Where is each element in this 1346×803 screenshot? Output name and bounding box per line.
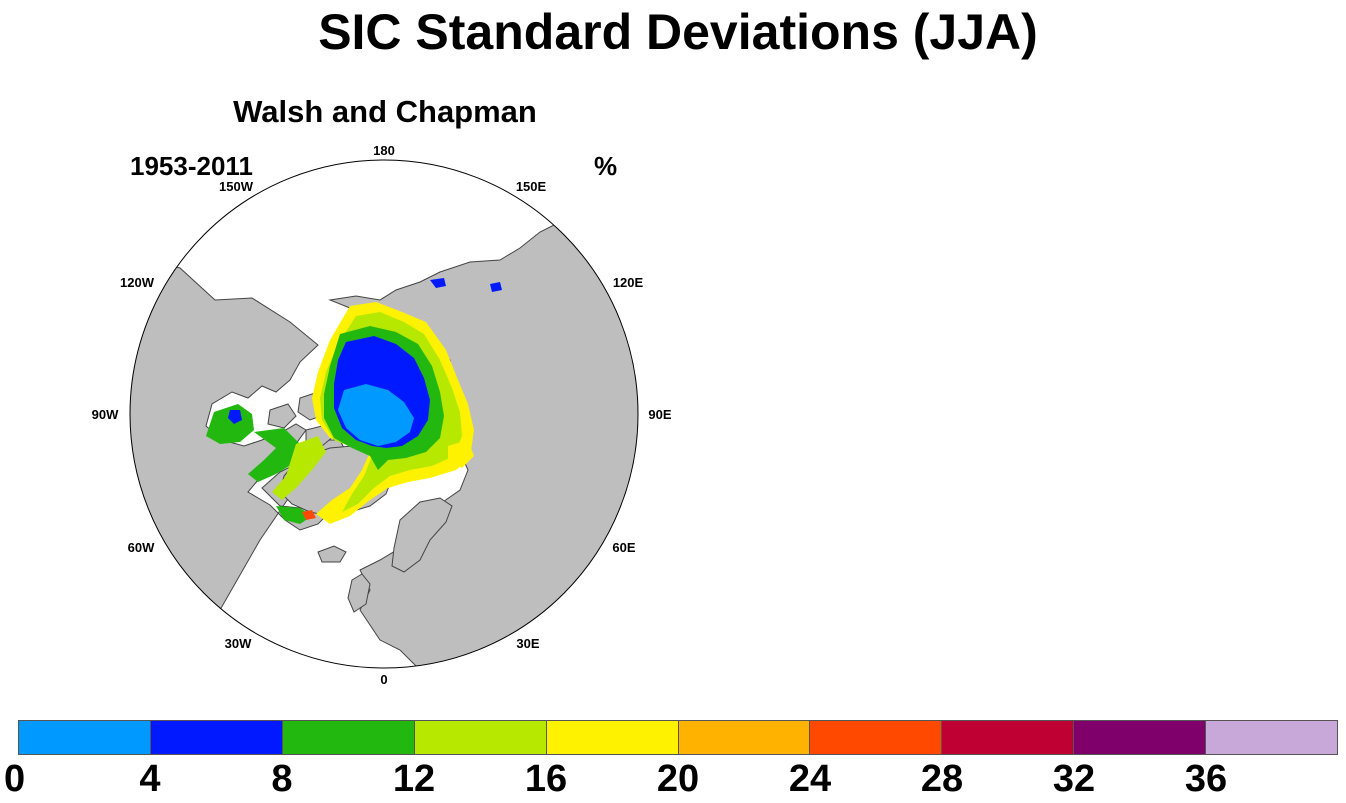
map-boundary — [129, 159, 639, 669]
sic-hudson-core — [228, 410, 242, 424]
colorbar-tick-label: 12 — [392, 758, 436, 800]
lon-label-120e: 120E — [613, 275, 644, 290]
colorbar-tick-label: 32 — [1052, 758, 1096, 800]
colorbar — [18, 720, 1338, 755]
land-britain — [347, 573, 371, 613]
colorbar-tick-label: 0 — [4, 758, 26, 800]
colorbar-box — [678, 721, 811, 754]
lon-label-150e: 150E — [516, 179, 547, 194]
lon-label-150w: 150W — [219, 179, 254, 194]
sic-labrador-hot — [302, 510, 316, 520]
land-iceland — [317, 545, 347, 563]
colorbar-tick-label: 24 — [788, 758, 832, 800]
sic-baffin-band — [272, 436, 326, 500]
period-label: 1953-2011 — [130, 151, 253, 181]
lon-label-120w: 120W — [120, 275, 155, 290]
colorbar-tick-label: 4 — [139, 758, 161, 800]
lon-label-90w: 90W — [92, 407, 119, 422]
sic-bering-patch — [490, 282, 502, 292]
land-archipelago-2 — [267, 403, 297, 429]
colorbar-box — [546, 721, 679, 754]
land-scandinavia — [391, 497, 453, 573]
colorbar-tick-label: 8 — [271, 758, 293, 800]
sic-kara-patch — [448, 440, 474, 468]
panel-title: Walsh and Chapman — [233, 94, 537, 129]
colorbar-box — [1074, 721, 1207, 754]
colorbar-tick-label: 28 — [920, 758, 964, 800]
colorbar-tick-label: 16 — [524, 758, 568, 800]
colorbar-box — [282, 721, 415, 754]
lon-label-90e: 90E — [648, 407, 671, 422]
sic-band-0-4 — [338, 384, 414, 446]
colorbar-box — [414, 721, 547, 754]
colorbar-box — [942, 721, 1075, 754]
lon-label-0: 0 — [380, 672, 387, 687]
lon-label-60e: 60E — [612, 540, 635, 555]
lon-label-30e: 30E — [516, 636, 539, 651]
figure-title: SIC Standard Deviations (JJA) — [318, 4, 1038, 60]
colorbar-box — [19, 721, 151, 754]
units-label: % — [594, 151, 618, 181]
sic-channel-band — [248, 428, 300, 482]
lon-label-180: 180 — [373, 143, 395, 158]
colorbar-tick-label: 36 — [1184, 758, 1228, 800]
colorbar-box — [1206, 721, 1338, 754]
colorbar-box — [810, 721, 943, 754]
lon-label-60w: 60W — [128, 540, 155, 555]
colorbar-box — [150, 721, 283, 754]
lon-label-30w: 30W — [225, 636, 252, 651]
sic-okhotsk-patch — [430, 278, 446, 288]
sic-labrador-band — [276, 506, 312, 524]
sea-ice-field — [206, 278, 502, 524]
sic-hudson-band — [206, 404, 254, 444]
colorbar-tick-label: 20 — [656, 758, 700, 800]
